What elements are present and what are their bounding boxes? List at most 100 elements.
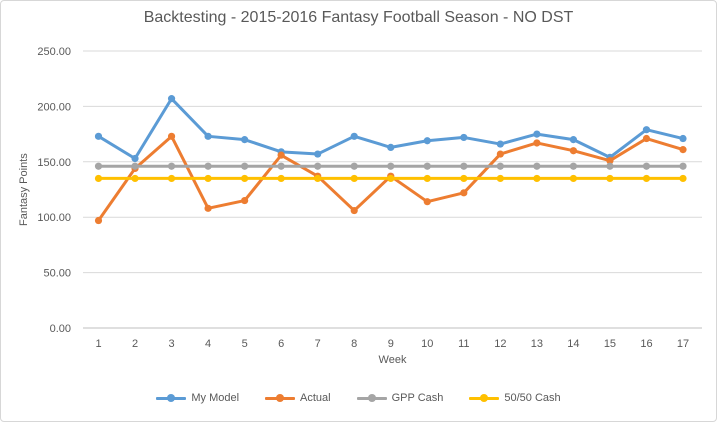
chart-title: Backtesting - 2015-2016 Fantasy Football…	[143, 9, 574, 26]
legend-marker-50-50-cash	[469, 394, 500, 402]
data-point-gpp-cash-w14	[569, 162, 578, 170]
legend-label-gpp-cash: GPP Cash	[391, 392, 444, 404]
legend-marker-dot-actual	[276, 394, 285, 402]
x-tick-label: 1	[95, 338, 101, 350]
x-axis-title: Week	[378, 354, 407, 366]
data-point-50-50-cash-w11	[460, 174, 468, 183]
data-point-actual-w1	[94, 216, 103, 225]
data-point-50-50-cash-w14	[569, 174, 578, 183]
data-point-actual-w10	[423, 198, 431, 206]
x-tick-label: 8	[351, 338, 357, 350]
data-point-gpp-cash-w2	[131, 162, 139, 170]
data-point-gpp-cash-w7	[314, 162, 322, 170]
data-point-actual-w15	[606, 157, 614, 165]
data-point-gpp-cash-w8	[350, 162, 358, 170]
legend-item-my-model: My Model	[156, 392, 239, 404]
x-tick-label: 11	[458, 338, 469, 350]
data-point-50-50-cash-w5	[241, 174, 249, 183]
data-point-gpp-cash-w13	[533, 162, 541, 170]
data-point-50-50-cash-w8	[350, 174, 358, 183]
data-point-actual-w12	[496, 150, 504, 158]
x-tick-label: 3	[169, 338, 175, 350]
data-point-50-50-cash-w16	[642, 174, 651, 183]
data-point-my-model-w10	[423, 137, 431, 145]
data-point-my-model-w7	[314, 150, 322, 158]
x-tick-label: 5	[242, 338, 248, 350]
data-point-my-model-w12	[496, 140, 504, 148]
data-point-actual-w17	[679, 146, 687, 154]
y-tick-label: 200.00	[37, 101, 71, 113]
y-tick-label: 250.00	[37, 46, 71, 58]
legend: My Model Actual GPP Cash 50/50 Cash	[1, 392, 716, 404]
x-tick-label: 15	[604, 338, 616, 350]
y-axis-title: Fantasy Points	[18, 153, 30, 226]
data-point-actual-w5	[241, 196, 249, 205]
y-tick-label: 0.00	[50, 323, 71, 335]
data-point-gpp-cash-w16	[642, 162, 651, 170]
data-point-my-model-w8	[350, 132, 358, 140]
data-point-50-50-cash-w10	[423, 174, 431, 183]
data-point-my-model-w14	[569, 136, 578, 144]
legend-marker-dot-my-model	[167, 394, 176, 402]
x-tick-label: 10	[421, 338, 433, 350]
data-point-50-50-cash-w15	[606, 174, 614, 183]
data-point-gpp-cash-w15	[606, 162, 614, 170]
x-tick-label: 6	[278, 338, 284, 350]
x-tick-label: 16	[640, 338, 652, 350]
legend-marker-dot-gpp-cash	[367, 394, 376, 402]
data-point-my-model-w3	[167, 95, 176, 103]
legend-marker-actual	[265, 394, 296, 402]
x-tick-label: 2	[132, 338, 138, 350]
data-point-gpp-cash-w9	[387, 162, 395, 170]
legend-marker-my-model	[156, 394, 187, 402]
x-tick-label: 14	[567, 338, 579, 350]
legend-label-actual: Actual	[300, 392, 331, 404]
data-point-my-model-w11	[460, 133, 468, 142]
data-point-gpp-cash-w17	[679, 162, 687, 170]
data-point-50-50-cash-w7	[314, 174, 322, 183]
data-point-gpp-cash-w12	[496, 162, 504, 170]
data-point-gpp-cash-w6	[277, 162, 285, 170]
legend-label-my-model: My Model	[191, 392, 240, 404]
data-point-my-model-w16	[642, 126, 651, 134]
data-point-actual-w3	[167, 132, 176, 140]
x-tick-label: 9	[388, 338, 394, 350]
data-point-my-model-w9	[387, 143, 395, 151]
data-point-actual-w4	[204, 204, 212, 212]
legend-item-gpp-cash: GPP Cash	[356, 392, 444, 404]
legend-item-50-50-cash: 50/50 Cash	[469, 392, 561, 404]
data-point-50-50-cash-w1	[94, 174, 103, 183]
legend-marker-gpp-cash	[356, 394, 387, 402]
legend-label-50-50-cash: 50/50 Cash	[504, 392, 561, 404]
data-point-actual-w11	[460, 189, 468, 197]
data-point-actual-w13	[533, 139, 541, 147]
data-point-gpp-cash-w10	[423, 162, 431, 170]
data-point-my-model-w1	[94, 132, 103, 140]
data-point-my-model-w13	[533, 130, 541, 138]
data-point-50-50-cash-w3	[167, 174, 176, 183]
data-point-50-50-cash-w17	[679, 174, 687, 183]
legend-item-actual: Actual	[265, 392, 331, 404]
data-point-50-50-cash-w2	[131, 174, 139, 183]
y-tick-label: 150.00	[37, 157, 71, 169]
data-point-actual-w16	[642, 134, 651, 143]
x-tick-label: 12	[494, 338, 506, 350]
x-tick-label: 7	[315, 338, 321, 350]
y-tick-label: 50.00	[43, 268, 71, 280]
data-point-50-50-cash-w4	[204, 174, 212, 183]
data-point-actual-w8	[350, 206, 358, 215]
data-point-gpp-cash-w1	[94, 162, 103, 170]
x-tick-label: 17	[677, 338, 689, 350]
data-point-actual-w6	[277, 151, 285, 159]
x-tick-label: 4	[205, 338, 211, 350]
data-point-50-50-cash-w13	[533, 174, 541, 183]
legend-marker-dot-50-50-cash	[480, 394, 489, 402]
data-point-gpp-cash-w3	[167, 162, 176, 170]
y-tick-label: 100.00	[37, 212, 71, 224]
data-point-my-model-w17	[679, 134, 687, 143]
x-tick-label: 13	[531, 338, 543, 350]
data-point-my-model-w2	[131, 154, 139, 163]
data-point-50-50-cash-w6	[277, 174, 285, 183]
